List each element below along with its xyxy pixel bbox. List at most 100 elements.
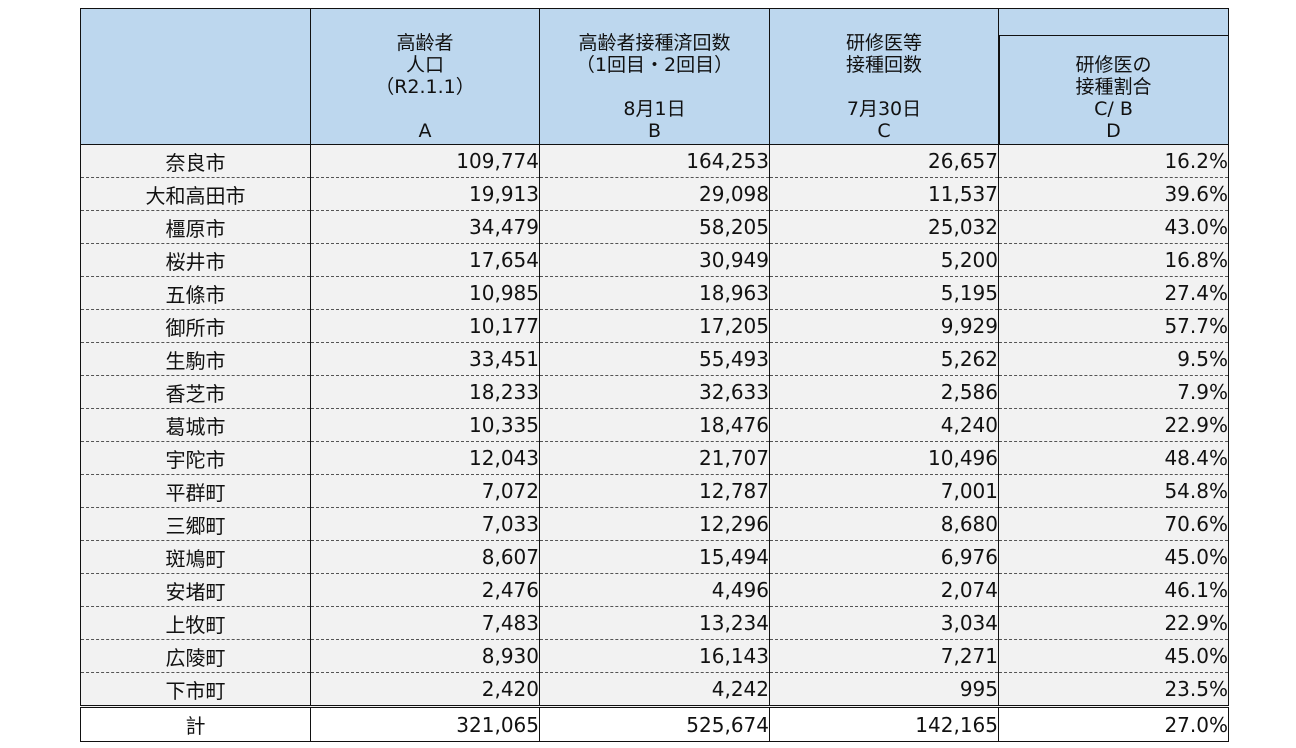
table-row: 宇陀市 12,043 21,707 10,496 48.4% [80, 441, 1229, 475]
value-c: 10,496 [769, 441, 999, 475]
value-b: 164,253 [539, 144, 770, 178]
value-c: 2,074 [769, 573, 999, 607]
municipality-name: 上牧町 [80, 606, 311, 640]
table-row: 生駒市 33,451 55,493 5,262 9.5% [80, 342, 1229, 376]
value-d: 7.9% [998, 375, 1229, 409]
value-b: 4,496 [539, 573, 770, 607]
municipality-name: 橿原市 [80, 210, 311, 244]
value-c: 995 [769, 672, 999, 707]
value-b: 18,963 [539, 276, 770, 310]
municipality-name: 斑鳩町 [80, 540, 311, 574]
municipality-name: 大和高田市 [80, 177, 311, 211]
value-b: 12,787 [539, 474, 770, 508]
municipality-name: 香芝市 [80, 375, 311, 409]
value-b: 29,098 [539, 177, 770, 211]
table-row: 葛城市 10,335 18,476 4,240 22.9% [80, 408, 1229, 442]
header-line: 高齢者 [396, 32, 454, 54]
value-d: 9.5% [998, 342, 1229, 376]
table-row: 平群町 7,072 12,787 7,001 54.8% [80, 474, 1229, 508]
header-resident-ratio: 研修医の 接種割合 C/ B D [998, 8, 1229, 145]
header-line [770, 76, 998, 98]
value-a: 33,451 [310, 342, 540, 376]
value-c: 3,034 [769, 606, 999, 640]
municipality-name: 安堵町 [80, 573, 311, 607]
value-a: 18,233 [310, 375, 540, 409]
value-b: 21,707 [539, 441, 770, 475]
header-letter: D [1106, 120, 1121, 142]
header-row: 高齢者 人口 （R2.1.1） A 高齢者接種済回数 （1回目・2回目） 8月1… [80, 8, 1229, 145]
table-row: 下市町 2,420 4,242 995 23.5% [80, 672, 1229, 707]
value-b: 15,494 [539, 540, 770, 574]
header-letter: C [877, 120, 891, 142]
value-a: 2,476 [310, 573, 540, 607]
municipality-name: 御所市 [80, 309, 311, 343]
table-row: 橿原市 34,479 58,205 25,032 43.0% [80, 210, 1229, 244]
header-formula: C/ B [1094, 98, 1133, 120]
value-d: 27.4% [998, 276, 1229, 310]
table-row: 三郷町 7,033 12,296 8,680 70.6% [80, 507, 1229, 541]
value-c: 25,032 [769, 210, 999, 244]
value-c: 7,001 [769, 474, 999, 508]
total-value-c: 142,165 [769, 705, 999, 742]
value-a: 17,654 [310, 243, 540, 277]
total-label: 計 [80, 705, 311, 742]
table-body: 奈良市 109,774 164,253 26,657 16.2% 大和高田市 19,913 2… [80, 144, 1229, 742]
value-d: 57.7% [998, 309, 1229, 343]
header-elderly-population: 高齢者 人口 （R2.1.1） A [310, 8, 540, 145]
value-a: 7,483 [310, 606, 540, 640]
total-value-b: 525,674 [539, 705, 770, 742]
municipality-name: 下市町 [80, 672, 311, 707]
value-a: 10,335 [310, 408, 540, 442]
value-a: 34,479 [310, 210, 540, 244]
table-row: 安堵町 2,476 4,496 2,074 46.1% [80, 573, 1229, 607]
total-value-d: 27.0% [998, 705, 1229, 742]
value-a: 109,774 [310, 144, 540, 178]
municipality-name: 広陵町 [80, 639, 311, 673]
value-b: 32,633 [539, 375, 770, 409]
table-row: 奈良市 109,774 164,253 26,657 16.2% [80, 144, 1229, 178]
header-line: 接種割合 [1075, 76, 1152, 98]
value-a: 7,072 [310, 474, 540, 508]
header-date: 7月30日 [846, 98, 922, 120]
value-c: 6,976 [769, 540, 999, 574]
municipality-name: 生駒市 [80, 342, 311, 376]
header-letter: A [418, 120, 432, 142]
value-a: 7,033 [310, 507, 540, 541]
header-line: 人口 [405, 54, 444, 76]
table-row: 御所市 10,177 17,205 9,929 57.7% [80, 309, 1229, 343]
value-d: 22.9% [998, 408, 1229, 442]
municipality-name: 奈良市 [80, 144, 311, 178]
total-row: 計 321,065 525,674 142,165 27.0% [80, 705, 1229, 742]
value-b: 4,242 [539, 672, 770, 707]
value-c: 4,240 [769, 408, 999, 442]
value-d: 54.8% [998, 474, 1229, 508]
header-line: 研修医の [1075, 54, 1152, 76]
value-d: 43.0% [998, 210, 1229, 244]
value-d: 16.8% [998, 243, 1229, 277]
value-b: 18,476 [539, 408, 770, 442]
municipality-name: 五條市 [80, 276, 311, 310]
value-a: 8,930 [310, 639, 540, 673]
value-a: 10,177 [310, 309, 540, 343]
value-c: 8,680 [769, 507, 999, 541]
value-d: 23.5% [998, 672, 1229, 707]
municipality-name: 三郷町 [80, 507, 311, 541]
value-c: 5,262 [769, 342, 999, 376]
value-d: 39.6% [998, 177, 1229, 211]
value-d: 16.2% [998, 144, 1229, 178]
municipality-name: 葛城市 [80, 408, 311, 442]
value-d: 45.0% [998, 540, 1229, 574]
total-value-a: 321,065 [310, 705, 540, 742]
value-c: 5,195 [769, 276, 999, 310]
vaccination-table: 高齢者 人口 （R2.1.1） A 高齢者接種済回数 （1回目・2回目） 8月1… [80, 8, 1229, 742]
header-line: 接種回数 [845, 54, 922, 76]
value-a: 10,985 [310, 276, 540, 310]
table-row: 大和高田市 19,913 29,098 11,537 39.6% [80, 177, 1229, 211]
header-date: 8月1日 [623, 98, 686, 120]
header-line: （R2.1.1） [375, 76, 475, 98]
header-inner-border [999, 35, 1228, 144]
value-d: 46.1% [998, 573, 1229, 607]
value-b: 58,205 [539, 210, 770, 244]
value-c: 11,537 [769, 177, 999, 211]
municipality-name: 桜井市 [80, 243, 311, 277]
